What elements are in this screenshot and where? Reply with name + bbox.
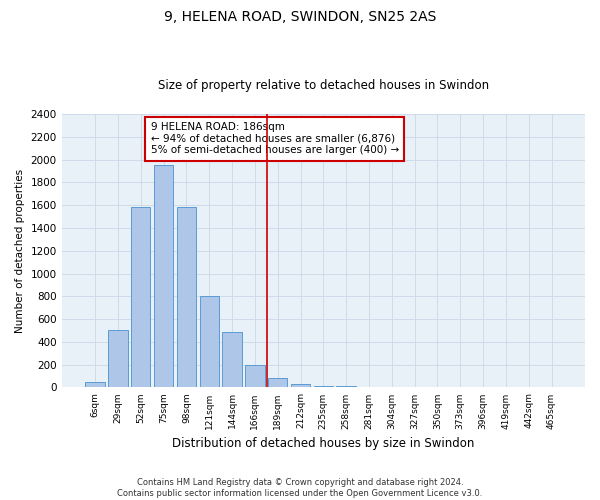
Bar xyxy=(131,208,151,388)
X-axis label: Distribution of detached houses by size in Swindon: Distribution of detached houses by size … xyxy=(172,437,475,450)
Bar xyxy=(85,382,105,388)
Bar xyxy=(337,386,356,388)
Text: 9 HELENA ROAD: 186sqm
← 94% of detached houses are smaller (6,876)
5% of semi-de: 9 HELENA ROAD: 186sqm ← 94% of detached … xyxy=(151,122,399,156)
Bar xyxy=(177,208,196,388)
Bar xyxy=(200,296,219,388)
Bar xyxy=(154,166,173,388)
Bar xyxy=(268,378,287,388)
Bar xyxy=(223,332,242,388)
Bar xyxy=(359,387,379,388)
Bar xyxy=(314,386,333,388)
Title: Size of property relative to detached houses in Swindon: Size of property relative to detached ho… xyxy=(158,79,489,92)
Y-axis label: Number of detached properties: Number of detached properties xyxy=(15,168,25,333)
Text: Contains HM Land Registry data © Crown copyright and database right 2024.
Contai: Contains HM Land Registry data © Crown c… xyxy=(118,478,482,498)
Bar xyxy=(291,384,310,388)
Bar xyxy=(245,364,265,388)
Bar xyxy=(108,330,128,388)
Text: 9, HELENA ROAD, SWINDON, SN25 2AS: 9, HELENA ROAD, SWINDON, SN25 2AS xyxy=(164,10,436,24)
